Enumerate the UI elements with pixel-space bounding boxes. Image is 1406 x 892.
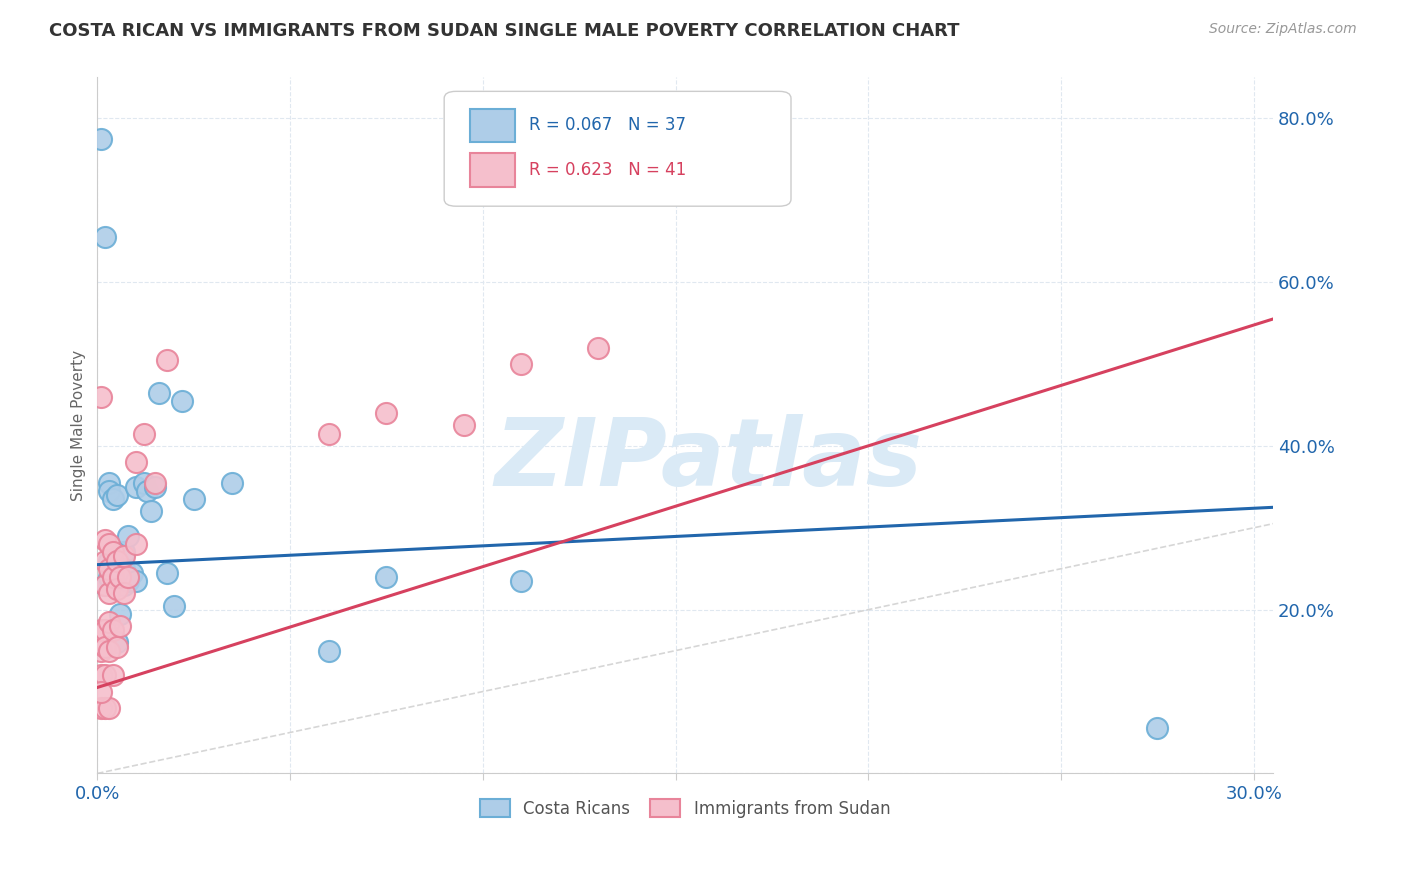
Point — [97, 483, 120, 498]
Point — [97, 615, 120, 629]
Point — [94, 640, 117, 654]
Text: ZIPatlas: ZIPatlas — [495, 414, 922, 507]
Text: R = 0.067   N = 37: R = 0.067 N = 37 — [529, 117, 686, 135]
Point — [117, 574, 139, 588]
Point — [148, 385, 170, 400]
Point — [143, 480, 166, 494]
Bar — [470, 109, 515, 142]
Point — [90, 684, 112, 698]
Point — [117, 570, 139, 584]
Point — [94, 623, 117, 637]
Point — [112, 586, 135, 600]
Point — [318, 426, 340, 441]
Point — [94, 533, 117, 547]
Point — [90, 390, 112, 404]
Point — [101, 623, 124, 637]
Point — [94, 578, 117, 592]
Point — [121, 566, 143, 580]
FancyBboxPatch shape — [444, 91, 792, 206]
Point — [183, 492, 205, 507]
Point — [97, 553, 120, 567]
Point — [163, 599, 186, 613]
Bar — [470, 153, 515, 186]
Point — [97, 643, 120, 657]
Point — [318, 643, 340, 657]
Point — [101, 492, 124, 507]
Point — [105, 640, 128, 654]
Point — [101, 635, 124, 649]
Point — [132, 426, 155, 441]
Point — [90, 701, 112, 715]
Point — [105, 635, 128, 649]
Point — [105, 582, 128, 597]
Point — [117, 529, 139, 543]
Point — [136, 483, 159, 498]
Point — [90, 623, 112, 637]
Point — [90, 643, 112, 657]
Point — [125, 455, 148, 469]
Point — [105, 553, 128, 567]
Point — [156, 566, 179, 580]
Point — [101, 570, 124, 584]
Point — [112, 578, 135, 592]
Point — [94, 578, 117, 592]
Point — [125, 480, 148, 494]
Point — [97, 562, 120, 576]
Point — [112, 549, 135, 564]
Point — [97, 537, 120, 551]
Point — [112, 562, 135, 576]
Point — [141, 504, 163, 518]
Point — [510, 357, 533, 371]
Point — [510, 574, 533, 588]
Point — [375, 570, 398, 584]
Point — [143, 475, 166, 490]
Point — [588, 341, 610, 355]
Point — [90, 668, 112, 682]
Point — [97, 701, 120, 715]
Point — [110, 619, 132, 633]
Point — [172, 393, 194, 408]
Point — [97, 475, 120, 490]
Point — [105, 574, 128, 588]
Point — [110, 607, 132, 621]
Point — [125, 574, 148, 588]
Point — [156, 353, 179, 368]
Text: Source: ZipAtlas.com: Source: ZipAtlas.com — [1209, 22, 1357, 37]
Point — [110, 558, 132, 572]
Y-axis label: Single Male Poverty: Single Male Poverty — [72, 350, 86, 501]
Point — [94, 230, 117, 244]
Point — [1146, 722, 1168, 736]
Text: COSTA RICAN VS IMMIGRANTS FROM SUDAN SINGLE MALE POVERTY CORRELATION CHART: COSTA RICAN VS IMMIGRANTS FROM SUDAN SIN… — [49, 22, 960, 40]
Point — [94, 668, 117, 682]
Point — [90, 132, 112, 146]
Point — [105, 488, 128, 502]
Point — [375, 406, 398, 420]
Point — [97, 586, 120, 600]
Legend: Costa Ricans, Immigrants from Sudan: Costa Ricans, Immigrants from Sudan — [474, 792, 897, 824]
Point — [97, 570, 120, 584]
Point — [101, 545, 124, 559]
Point — [101, 668, 124, 682]
Point — [132, 475, 155, 490]
Text: R = 0.623   N = 41: R = 0.623 N = 41 — [529, 161, 686, 179]
Point — [453, 418, 475, 433]
Point — [125, 537, 148, 551]
Point — [110, 570, 132, 584]
Point — [94, 701, 117, 715]
Point — [101, 562, 124, 576]
Point — [112, 545, 135, 559]
Point — [221, 475, 243, 490]
Point — [94, 553, 117, 567]
